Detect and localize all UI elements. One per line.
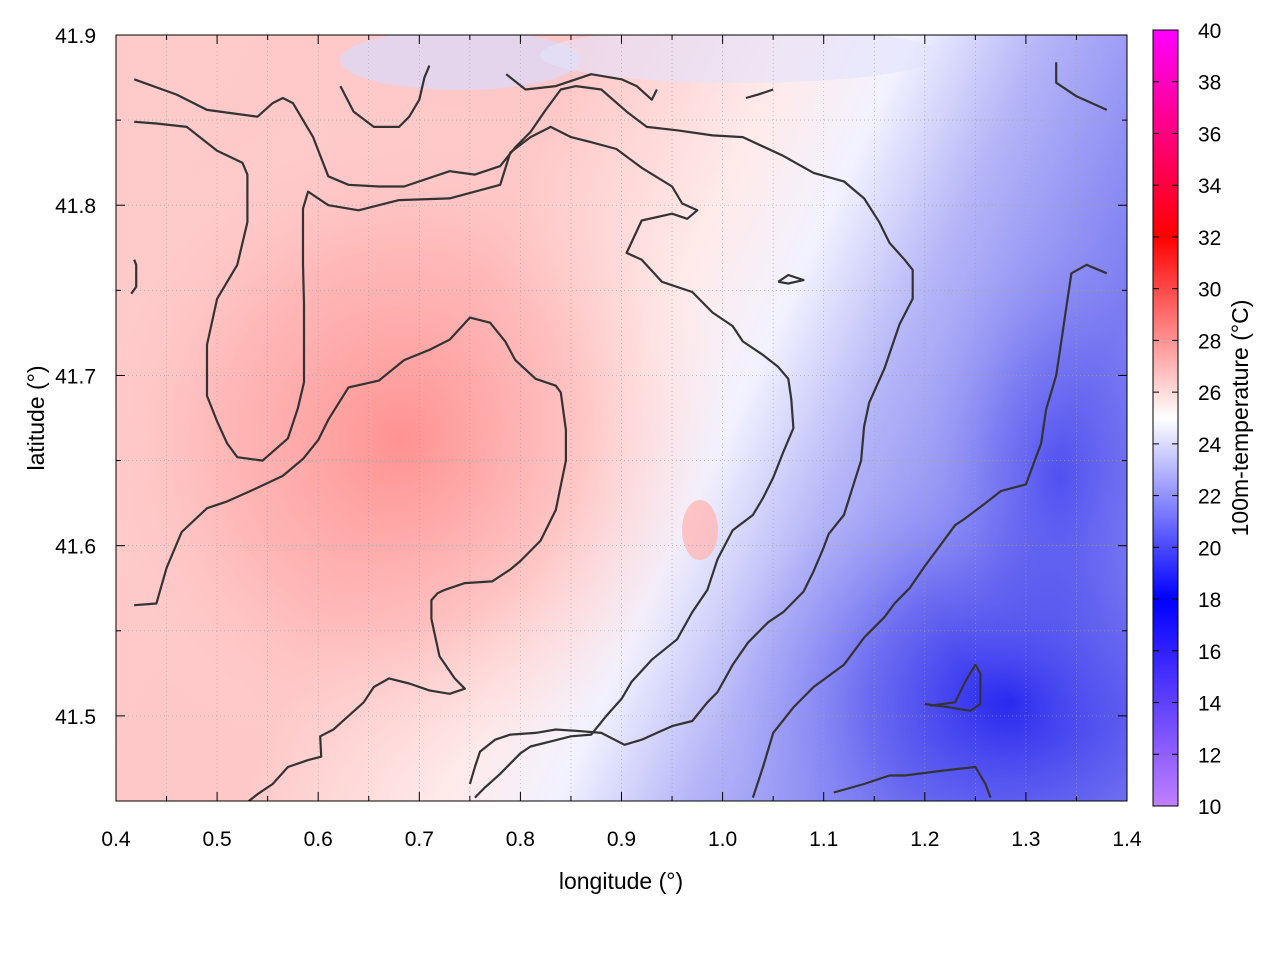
colorbar-tick-label: 40 xyxy=(1198,20,1221,43)
colorbar-tick-label: 22 xyxy=(1198,486,1221,509)
x-tick-label: 0.5 xyxy=(202,828,231,851)
contour-line-7 xyxy=(1055,62,1108,111)
x-axis-ticks: 0.4 0.5 0.6 0.7 0.8 0.9 1.0 1.1 1.2 1.3 1.4 xyxy=(101,35,1142,851)
colorbar-ticks: 10 12 14 16 18 20 22 24 26 28 30 32 34 36 38 40 xyxy=(1153,20,1222,819)
contour-line-12 xyxy=(924,663,982,712)
contour-line-3 xyxy=(134,316,567,801)
colorbar-tick-label: 16 xyxy=(1198,641,1221,664)
heatmap-field xyxy=(116,35,1127,801)
contour-line-4 xyxy=(339,65,431,128)
colorbar-tick-label: 12 xyxy=(1198,744,1221,767)
contour-line-9 xyxy=(130,259,138,295)
colorbar-tick-label: 18 xyxy=(1198,589,1221,612)
colorbar-tick-label: 20 xyxy=(1198,537,1221,560)
y-tick-label: 41.6 xyxy=(55,536,96,559)
cold-tongue-region xyxy=(920,220,1127,740)
x-tick-label: 0.8 xyxy=(506,828,535,851)
contour-line-11 xyxy=(833,765,992,798)
colorbar-tick-label: 14 xyxy=(1198,693,1222,716)
contour-line-10 xyxy=(751,263,1108,798)
contour-line-6 xyxy=(745,88,774,100)
y-tick-label: 41.9 xyxy=(55,25,96,48)
x-tick-label: 1.3 xyxy=(1011,828,1040,851)
grid-lines xyxy=(116,35,1127,801)
x-tick-label: 1.1 xyxy=(809,828,838,851)
y-axis-title: latitude (°) xyxy=(23,365,49,470)
x-tick-label: 1.2 xyxy=(910,828,939,851)
x-tick-label: 0.9 xyxy=(607,828,636,851)
warm-spot xyxy=(682,500,718,560)
x-tick-label: 0.7 xyxy=(405,828,434,851)
colorbar-tick-label: 24 xyxy=(1198,434,1222,457)
x-axis-title: longitude (°) xyxy=(559,868,683,894)
colorbar-tick-label: 38 xyxy=(1198,72,1221,95)
y-axis-ticks: 41.5 41.6 41.7 41.8 41.9 xyxy=(55,25,1127,729)
north-cool-patch xyxy=(340,35,580,90)
contour-line-1 xyxy=(133,78,914,785)
colorbar-tick-label: 26 xyxy=(1198,382,1221,405)
x-tick-label: 0.4 xyxy=(101,828,131,851)
colorbar-tick-label: 30 xyxy=(1198,279,1221,302)
colorbar xyxy=(1152,29,1179,807)
contour-line-8 xyxy=(777,273,805,285)
x-tick-label: 1.4 xyxy=(1112,828,1142,851)
contour-line-2 xyxy=(134,120,795,799)
warm-core-region xyxy=(116,100,730,780)
x-tick-label: 0.6 xyxy=(304,828,333,851)
colorbar-tick-label: 10 xyxy=(1198,796,1221,819)
contour-line-5 xyxy=(505,73,658,101)
x-tick-label: 1.0 xyxy=(708,828,737,851)
colorbar-tick-label: 34 xyxy=(1198,175,1222,198)
y-tick-label: 41.5 xyxy=(55,706,96,729)
colorbar-title: 100m-temperature (°C) xyxy=(1227,300,1253,537)
north-cool-strip xyxy=(540,35,940,83)
colorbar-tick-label: 32 xyxy=(1198,227,1221,250)
colorbar-tick-label: 36 xyxy=(1198,123,1221,146)
colorbar-tick-label: 28 xyxy=(1198,330,1221,353)
y-tick-label: 41.7 xyxy=(55,365,96,388)
y-tick-label: 41.8 xyxy=(55,195,96,218)
contour-lines xyxy=(130,62,1108,801)
